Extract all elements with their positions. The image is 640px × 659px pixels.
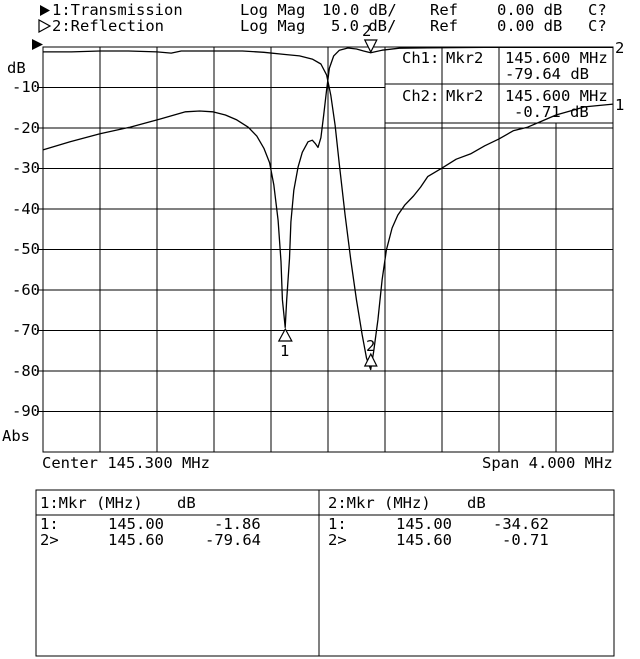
mkr-table-cell: 145.00 — [396, 515, 452, 533]
mkr-table-cell: -34.62 — [493, 515, 549, 533]
ch2-ref-value: 0.00 dB — [497, 17, 563, 35]
marker1-notch-label: 1 — [280, 342, 290, 360]
marker-table-box — [35, 489, 615, 657]
y-tick-label: -80 — [12, 362, 40, 380]
y-axis-unit: dB — [7, 59, 26, 77]
ch1-format: Log Mag — [240, 1, 306, 19]
y-tick-label: -70 — [12, 321, 40, 339]
mkr-table-cell: 1: — [328, 515, 347, 533]
readout-ch2-freq: 145.600 MHz — [505, 87, 608, 105]
mkr-table-cell: -79.64 — [205, 531, 261, 549]
ch2-format: Log Mag — [240, 17, 306, 35]
ch1-ref-label: Ref — [430, 1, 458, 19]
trace2-edge-label: 2 — [615, 39, 625, 57]
center-frequency-label: Center 145.300 MHz — [42, 454, 210, 472]
marker2-notch-label: 2 — [366, 337, 376, 355]
trace1-edge-label: 1 — [615, 96, 625, 114]
ch2-cal-status: C? — [588, 17, 607, 35]
readout-ch2-channel: Ch2: — [402, 87, 440, 105]
mkr-table-right-title: 2:Mkr (MHz) — [328, 494, 431, 512]
mkr-table-cell: 145.00 — [108, 515, 164, 533]
mkr-table-cell: 2> — [40, 531, 59, 549]
ch1-ref-value: 0.00 dB — [497, 1, 563, 19]
readout-ch2-value: -0.71 dB — [514, 103, 589, 121]
y-axis-bottom-label: Abs — [2, 427, 30, 445]
marker2-top-label: 2 — [362, 22, 372, 40]
readout-ch1-value: -79.64 dB — [505, 65, 589, 83]
ch1-trace-label: 1:Transmission — [52, 1, 183, 19]
mkr-table-cell: 1: — [40, 515, 59, 533]
ch1-scale: 10.0 dB/ — [322, 1, 397, 19]
ch2-scale: 5.0 dB/ — [331, 17, 397, 35]
y-tick-label: -30 — [12, 159, 40, 177]
mkr-table-cell: 2> — [328, 531, 347, 549]
mkr-table-cell: 145.60 — [108, 531, 164, 549]
mkr-table-left-title: 1:Mkr (MHz) — [40, 494, 143, 512]
readout-ch1-channel: Ch1: — [402, 49, 440, 67]
mkr-table-cell: -0.71 — [502, 531, 549, 549]
y-tick-label: -40 — [12, 200, 40, 218]
mkr-table-right-unit: dB — [467, 494, 486, 512]
y-tick-label: -10 — [12, 78, 40, 96]
y-axis-ticks — [37, 87, 43, 412]
ch1-cal-status: C? — [588, 1, 607, 19]
y-tick-label: -90 — [12, 402, 40, 420]
readout-ch1-marker: Mkr2 — [446, 49, 484, 67]
readout-ch2-marker: Mkr2 — [446, 87, 484, 105]
ch2-trace-label: 2:Reflection — [52, 17, 164, 35]
y-tick-label: -50 — [12, 240, 40, 258]
span-label: Span 4.000 MHz — [482, 454, 613, 472]
y-tick-label: -20 — [12, 119, 40, 137]
mkr-table-cell: -1.86 — [214, 515, 261, 533]
y-tick-label: -60 — [12, 281, 40, 299]
readout-ch1-freq: 145.600 MHz — [505, 49, 608, 67]
ch2-ref-label: Ref — [430, 17, 458, 35]
mkr-table-cell: 145.60 — [396, 531, 452, 549]
mkr-table-left-unit: dB — [177, 494, 196, 512]
